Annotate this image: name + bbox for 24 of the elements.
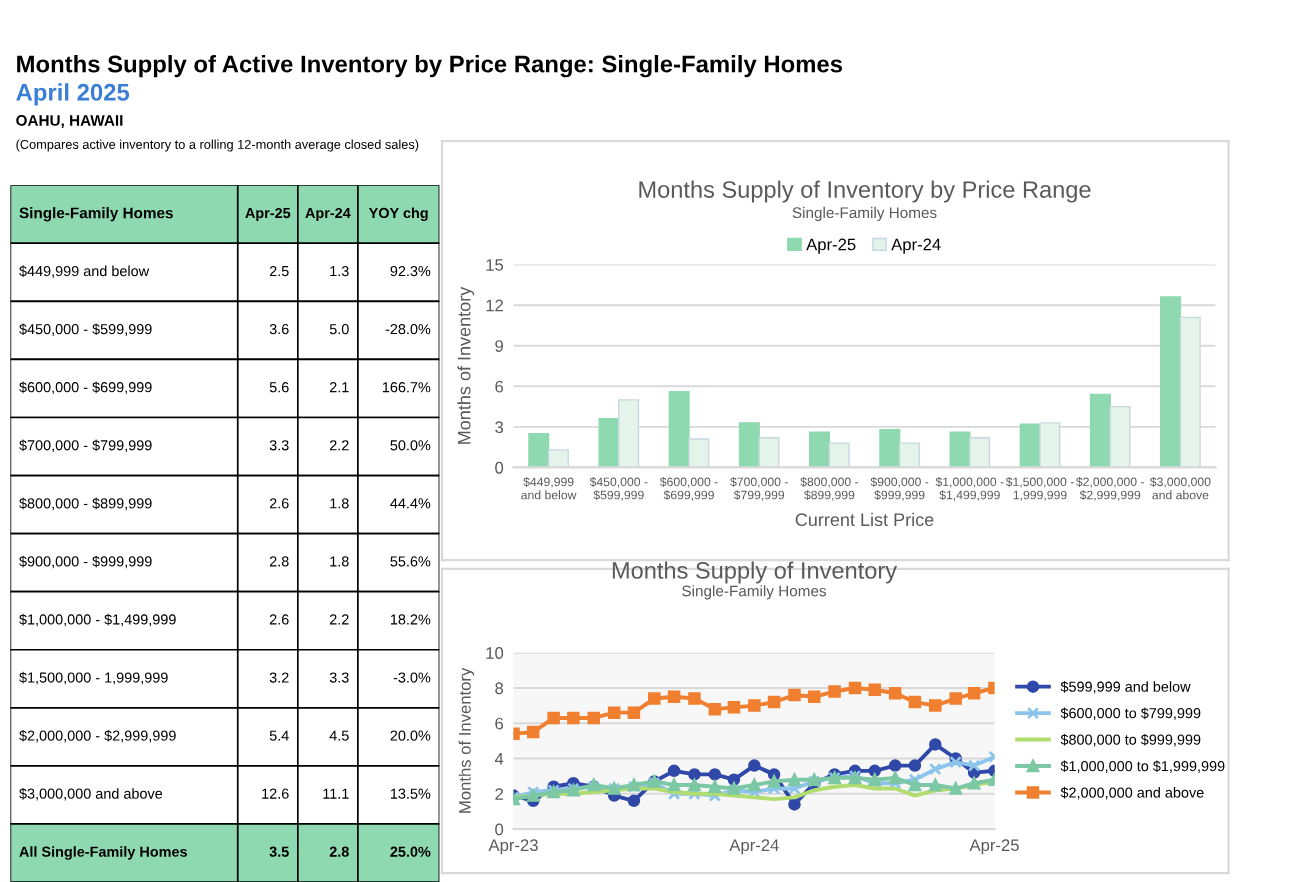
x-tick-label: Apr-25 xyxy=(969,839,1019,855)
y-tick-label: 4 xyxy=(494,753,504,765)
y-tick-label: 3 xyxy=(495,421,504,434)
x-axis-title: Current List Price xyxy=(795,512,934,527)
y-tick-label: 12 xyxy=(486,299,503,312)
y-tick-label: 9 xyxy=(495,340,503,352)
chart-subtitle: April 2025 xyxy=(16,83,130,106)
x-tick-label: Apr-24 xyxy=(729,839,779,855)
y-axis-title: Months of Inventory xyxy=(457,286,475,444)
y-tick-label: 6 xyxy=(495,717,504,730)
y-tick-label: 6 xyxy=(495,380,504,393)
legend-label: Apr-24 xyxy=(891,238,941,254)
chart-title: Months Supply of Inventory xyxy=(612,561,898,584)
y-tick-label: 15 xyxy=(486,259,504,271)
x-tick-label: Apr-23 xyxy=(488,839,538,855)
y-axis-title: Months of Inventory xyxy=(458,667,475,813)
y-tick-label: 10 xyxy=(486,647,504,659)
y-tick-label: 0 xyxy=(495,461,504,474)
chart-title: Months Supply of Inventory by Price Range xyxy=(639,180,1091,203)
legend-label: Apr-25 xyxy=(806,238,856,254)
y-tick-label: 8 xyxy=(495,682,504,695)
chart-title: Months Supply of Active Inventory by Price Range: Single-Family Homes xyxy=(17,54,843,78)
y-tick-label: 0 xyxy=(495,823,504,836)
y-tick-label: 2 xyxy=(495,788,503,800)
